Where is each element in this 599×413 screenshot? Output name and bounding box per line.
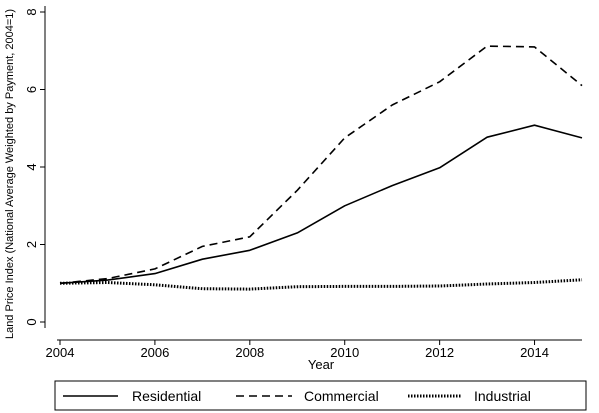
- legend: Residential Commercial Industrial: [54, 380, 587, 411]
- y-tick-label: 2: [24, 241, 39, 248]
- x-tick-label: 2014: [520, 345, 549, 360]
- axes: 0 2 4 6 8 2004 2006 2008 2010 2012 2014: [24, 6, 582, 360]
- x-tick-label: 2008: [235, 345, 264, 360]
- x-tick-label: 2012: [425, 345, 454, 360]
- series-line-commercial: [59, 45, 583, 285]
- y-axis-title: Land Price Index (National Average Weigh…: [4, 9, 16, 339]
- x-tick-label: 2004: [46, 345, 75, 360]
- series-line-residential: [59, 124, 583, 285]
- x-tick-label: 2010: [330, 345, 359, 360]
- y-tick-label: 0: [24, 318, 39, 325]
- x-tick-label: 2006: [140, 345, 169, 360]
- y-tick-label: 6: [24, 86, 39, 93]
- plot-area: [59, 45, 583, 291]
- legend-label-commercial: Commercial: [304, 388, 379, 404]
- legend-label-industrial: Industrial: [474, 388, 531, 404]
- y-tick-label: 8: [24, 8, 39, 15]
- series-line-industrial: [59, 278, 583, 291]
- x-axis-title: Year: [308, 357, 335, 372]
- legend-label-residential: Residential: [132, 388, 201, 404]
- legend-box: [54, 380, 587, 411]
- y-tick-label: 4: [24, 163, 39, 170]
